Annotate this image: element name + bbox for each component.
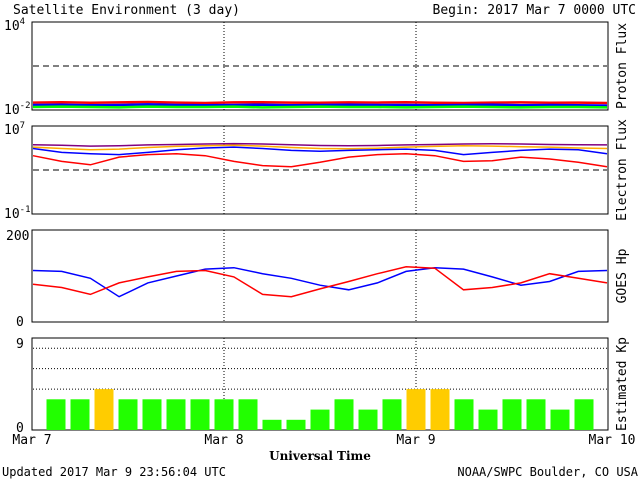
electron-series-line [32, 153, 608, 168]
xaxis-title: Universal Time [269, 449, 371, 463]
kp-bar [238, 399, 258, 430]
electron-series-line [32, 146, 608, 156]
proton-ytick-top: 104 [4, 17, 25, 34]
xtick-label: Mar 10 [589, 433, 636, 448]
kp-bar [574, 399, 594, 430]
electron-series [32, 142, 608, 171]
begin-time: Begin: 2017 Mar 7 0000 UTC [433, 3, 637, 18]
kp-bar [478, 409, 498, 430]
hp-series-line [32, 266, 608, 298]
proton-series-line [32, 105, 608, 109]
hp-series [32, 266, 608, 298]
kp-bars [33, 347, 607, 430]
kp-bar [118, 399, 138, 430]
kp-bar [526, 399, 546, 430]
kp-ylabel: Estimated Kp [615, 337, 630, 431]
electron-panel-frame [31, 125, 609, 215]
chart-title: Satellite Environment (3 day) [13, 3, 240, 18]
electron-ylabel: Electron Flux [615, 119, 630, 221]
kp-bar [190, 399, 210, 430]
kp-bar [286, 419, 306, 430]
credit-text: NOAA/SWPC Boulder, CO USA [457, 465, 638, 479]
kp-bar [214, 399, 234, 430]
kp-bar [70, 399, 90, 430]
xtick-label: Mar 7 [12, 433, 51, 448]
kp-bar [430, 389, 450, 430]
proton-panel-frame [31, 21, 609, 111]
electron-ytick-bottom: 10-1 [4, 205, 31, 222]
kp-bar [454, 399, 474, 430]
updated-timestamp: Updated 2017 Mar 9 23:56:04 UTC [2, 465, 226, 479]
proton-series-line [32, 103, 608, 107]
kp-bar [46, 399, 66, 430]
kp-bar [142, 399, 162, 430]
proton-series-line [32, 100, 608, 105]
kp-bar [334, 399, 354, 430]
hp-series-line [32, 266, 608, 298]
kp-bar [382, 399, 402, 430]
electron-series-line [32, 142, 608, 147]
electron-ytick-top: 107 [4, 121, 25, 138]
kp-ytick-bottom: 0 [16, 421, 24, 436]
kp-bar [166, 399, 186, 430]
day-dividers [223, 22, 417, 430]
hp-ytick-top: 200 [6, 229, 29, 244]
kp-bar [262, 419, 282, 430]
proton-ytick-bottom: 10-2 [4, 101, 31, 118]
hp-ytick-bottom: 0 [16, 315, 24, 330]
hp-ylabel: GOES Hp [615, 248, 630, 303]
xtick-label: Mar 9 [396, 433, 435, 448]
kp-bar [358, 409, 378, 430]
xtick-label: Mar 8 [204, 433, 243, 448]
kp-bar [550, 409, 570, 430]
proton-ylabel: Proton Flux [615, 23, 630, 109]
kp-bar [310, 409, 330, 430]
kp-bar [94, 389, 114, 430]
proton-series [32, 65, 608, 109]
kp-bar [406, 389, 426, 430]
electron-series-line [32, 144, 608, 151]
kp-ytick-top: 9 [16, 337, 24, 352]
kp-bar [502, 399, 522, 430]
hp-panel-frame [31, 229, 609, 323]
